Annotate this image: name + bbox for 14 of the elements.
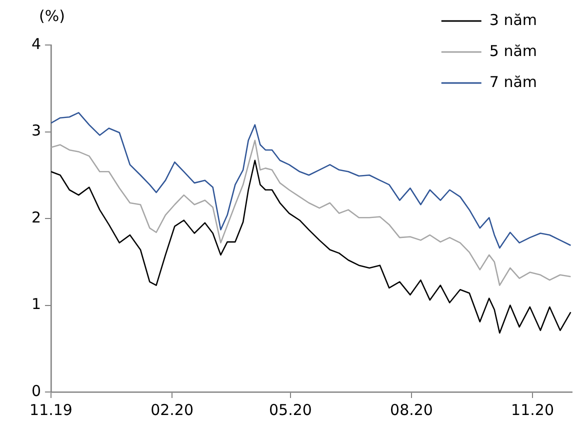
x-tick-label: 05.20 bbox=[268, 400, 312, 419]
y-tick-label: 3 bbox=[31, 122, 41, 140]
y-tick-label: 2 bbox=[31, 208, 41, 226]
x-tick-label: 11.19 bbox=[30, 400, 72, 419]
y-axis-title: (%) bbox=[39, 6, 65, 25]
x-tick-label: 08.20 bbox=[390, 400, 433, 419]
legend-label: 5 năm bbox=[489, 42, 538, 60]
legend-label: 3 năm bbox=[489, 10, 538, 29]
y-tick-label: 4 bbox=[31, 34, 41, 53]
legend-label: 7 năm bbox=[489, 72, 538, 91]
x-tick-label: 02.20 bbox=[150, 400, 194, 419]
y-tick-label: 1 bbox=[31, 295, 41, 314]
y-tick-label: 0 bbox=[31, 382, 41, 400]
x-tick-label: 11.20 bbox=[511, 400, 554, 419]
